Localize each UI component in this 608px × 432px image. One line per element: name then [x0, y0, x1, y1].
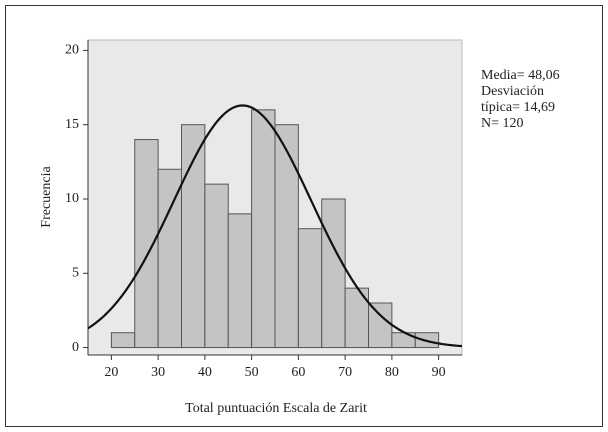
x-axis-label: Total puntuación Escala de Zarit	[185, 401, 367, 416]
y-axis-label: Frecuencia	[39, 166, 54, 228]
bar	[368, 302, 393, 349]
bar	[204, 183, 229, 349]
y-tick-label: 15	[65, 117, 79, 132]
x-tick-label: 30	[151, 365, 165, 380]
normal-curve	[87, 104, 463, 348]
bar	[110, 332, 136, 349]
x-tick-label: 80	[385, 365, 399, 380]
bar	[134, 139, 159, 349]
bar	[157, 168, 182, 349]
x-tick-label: 20	[104, 365, 118, 380]
bar	[297, 228, 323, 349]
y-tick-label: 10	[65, 191, 79, 206]
bar	[321, 198, 346, 349]
bar	[181, 124, 206, 349]
x-tick-label: 90	[432, 365, 446, 380]
x-tick-label: 60	[291, 365, 305, 380]
bar	[227, 213, 253, 349]
stats: Media= 48,06 Desviación típica= 14,69 N= 1…	[481, 68, 573, 132]
x-tick-label: 70	[338, 365, 352, 380]
x-tick-label: 50	[245, 365, 259, 380]
x-tick-label: 40	[198, 365, 212, 380]
stat: N= 120	[481, 116, 524, 131]
y-tick-label: 20	[65, 43, 79, 58]
bar	[251, 109, 276, 349]
y-tick-label: 0	[72, 340, 79, 355]
bar	[274, 124, 299, 349]
stat: Desviación típica= 14,69	[481, 84, 555, 115]
y-tick-label: 5	[72, 265, 79, 280]
stat: Media= 48,06	[481, 68, 560, 83]
